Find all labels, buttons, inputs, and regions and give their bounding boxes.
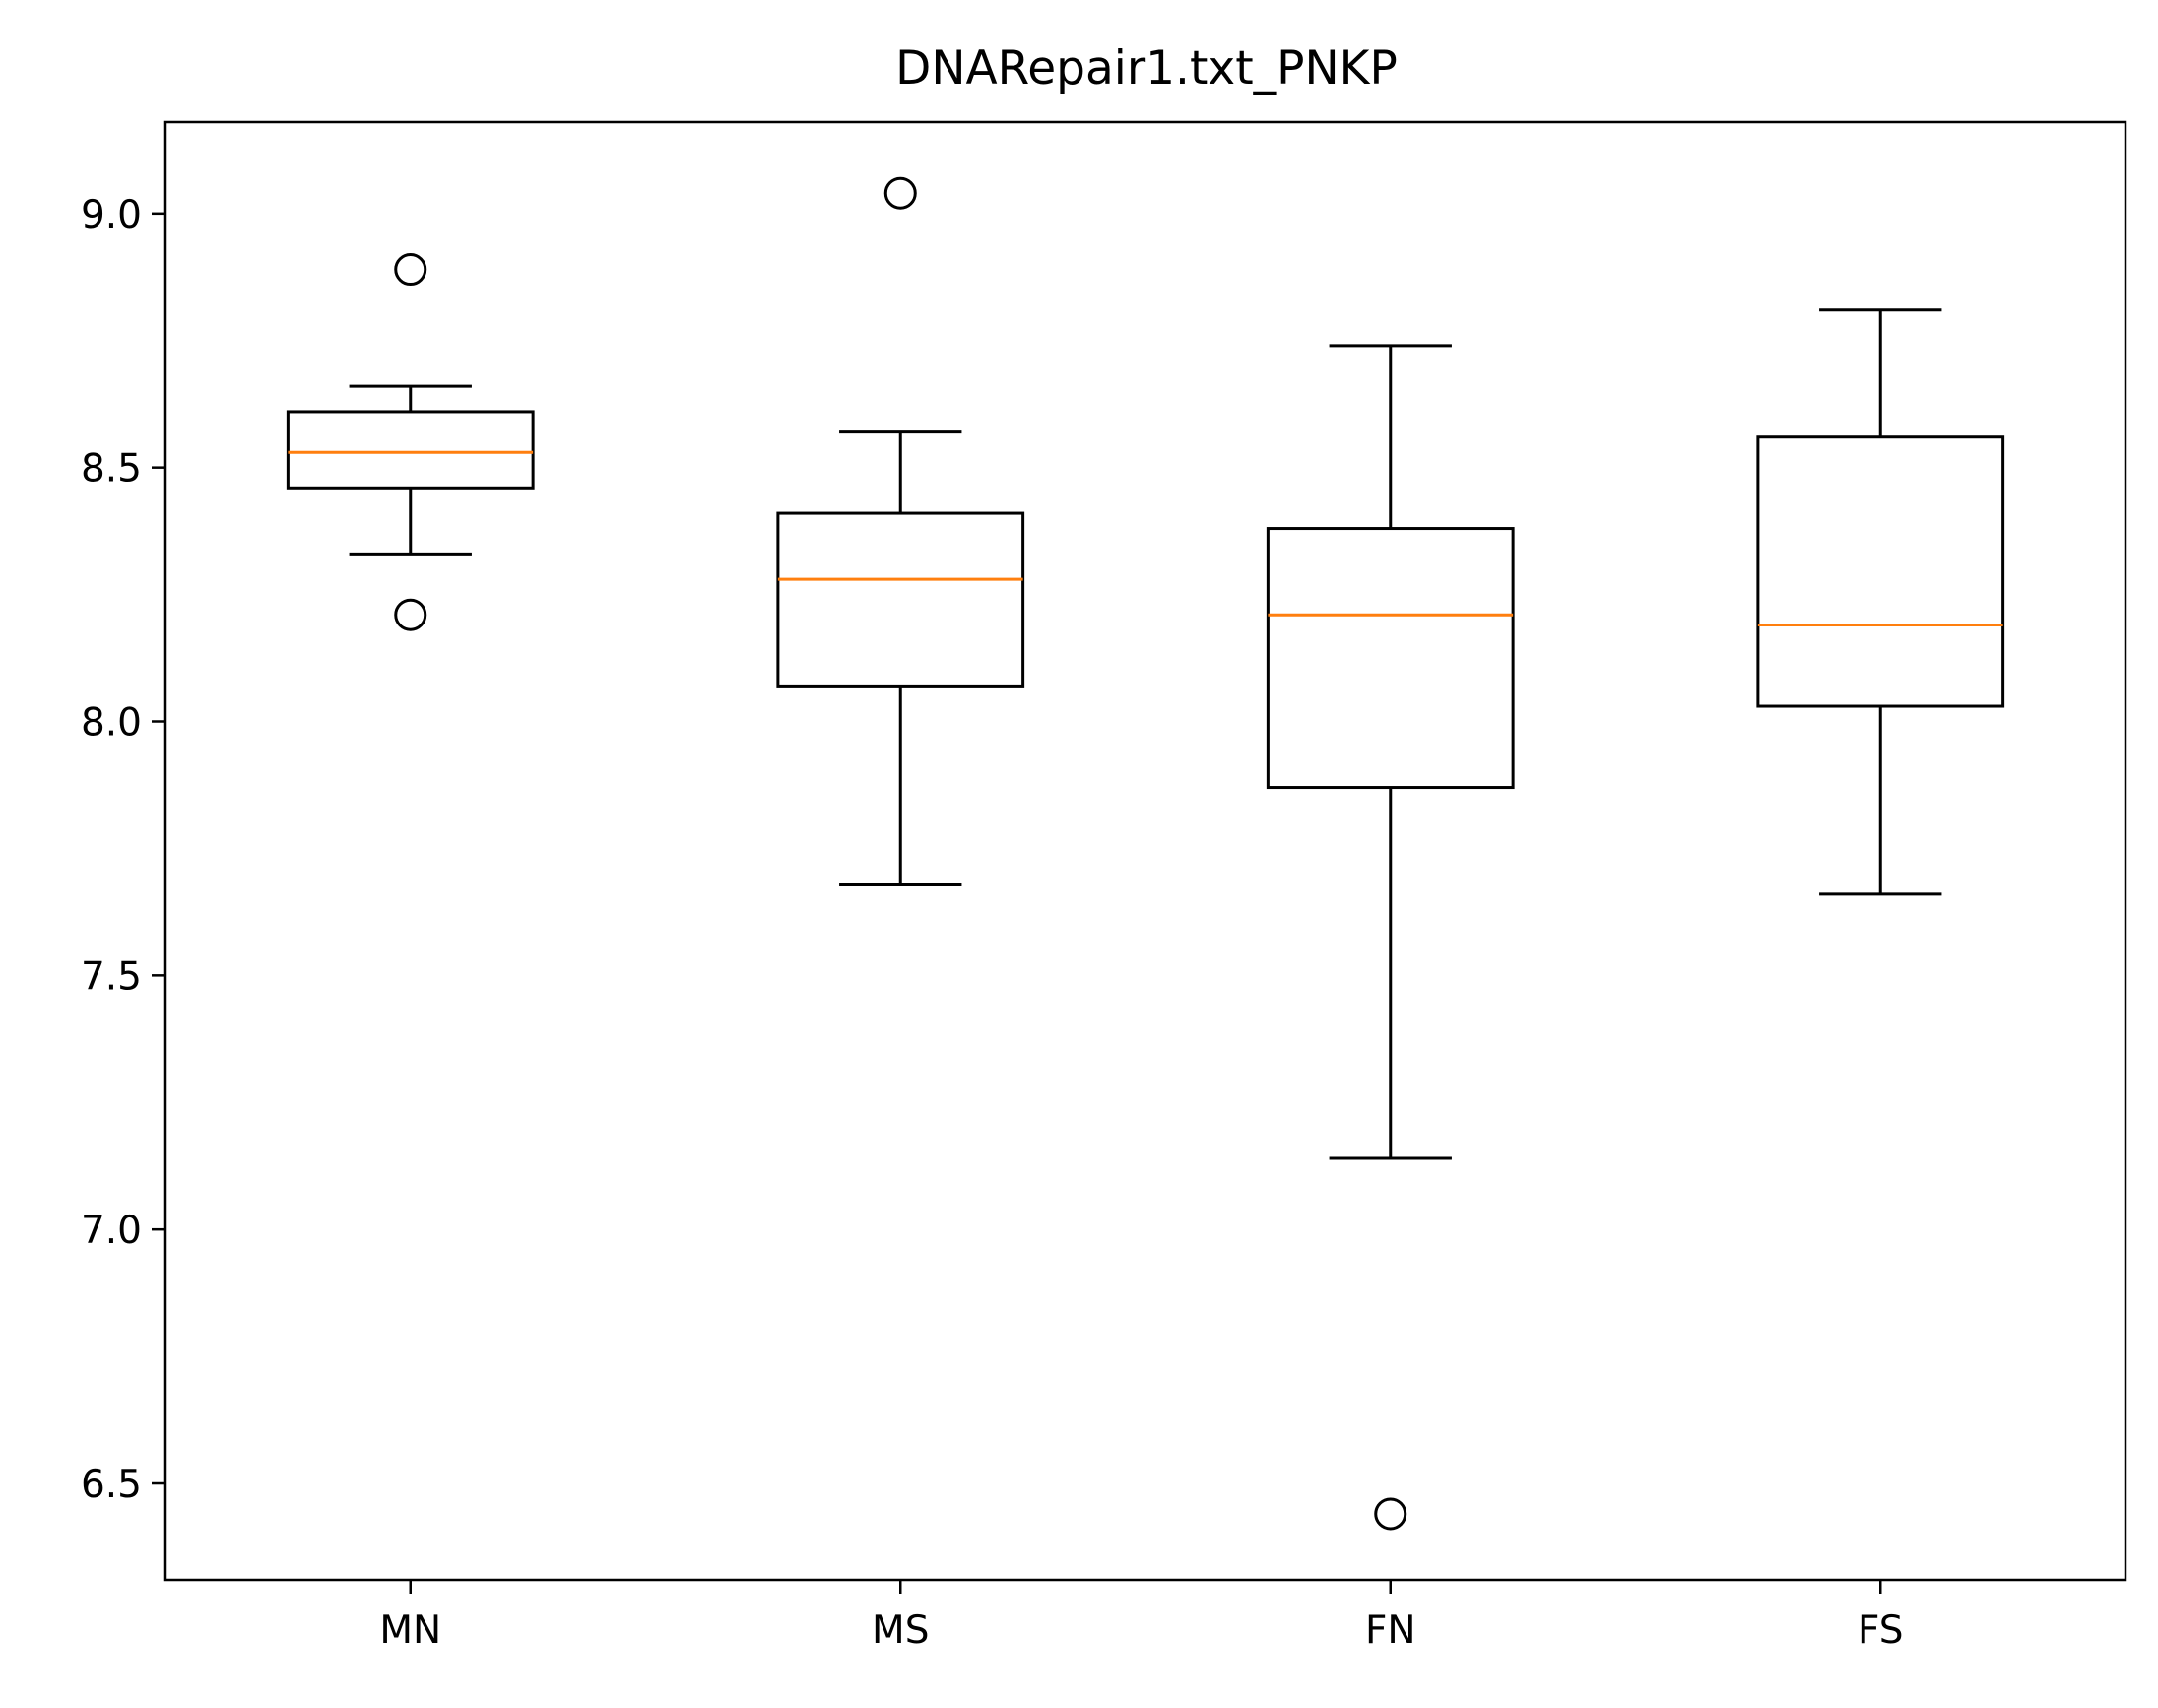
axis-layer: MN MS FN FS 6.5 7.0 7.5 8.0 8.5 9.0 (81, 193, 1904, 1653)
outlier-ms-0 (883, 176, 917, 210)
y-tick-label-4: 8.5 (81, 447, 142, 492)
x-tick-label-mn: MN (379, 1609, 441, 1653)
y-tick-label-3: 8.0 (81, 701, 142, 746)
y-tick-label-5: 9.0 (81, 193, 142, 237)
box-group-fn (1266, 344, 1515, 1531)
y-tick-label-0: 6.5 (81, 1463, 142, 1507)
marks-layer (286, 176, 2005, 1531)
outlier-mn-0 (394, 253, 427, 287)
y-tick-label-2: 7.5 (81, 954, 142, 999)
outlier-mn-1 (394, 598, 427, 631)
box-group-fs (1756, 308, 2005, 896)
box-fn (1266, 527, 1515, 790)
box-group-ms (776, 176, 1025, 887)
chart-title: DNARepair1.txt_PNKP (895, 41, 1398, 96)
x-tick-label-fs: FS (1858, 1609, 1904, 1653)
box-mn (286, 410, 535, 490)
box-ms (776, 511, 1025, 688)
x-tick-label-ms: MS (872, 1609, 929, 1653)
y-tick-label-1: 7.0 (81, 1209, 142, 1253)
outlier-fn-0 (1374, 1497, 1407, 1531)
box-group-mn (286, 253, 535, 631)
box-fs (1756, 435, 2005, 708)
plot-area-frame (163, 120, 2127, 1582)
x-tick-label-fn: FN (1365, 1609, 1416, 1653)
